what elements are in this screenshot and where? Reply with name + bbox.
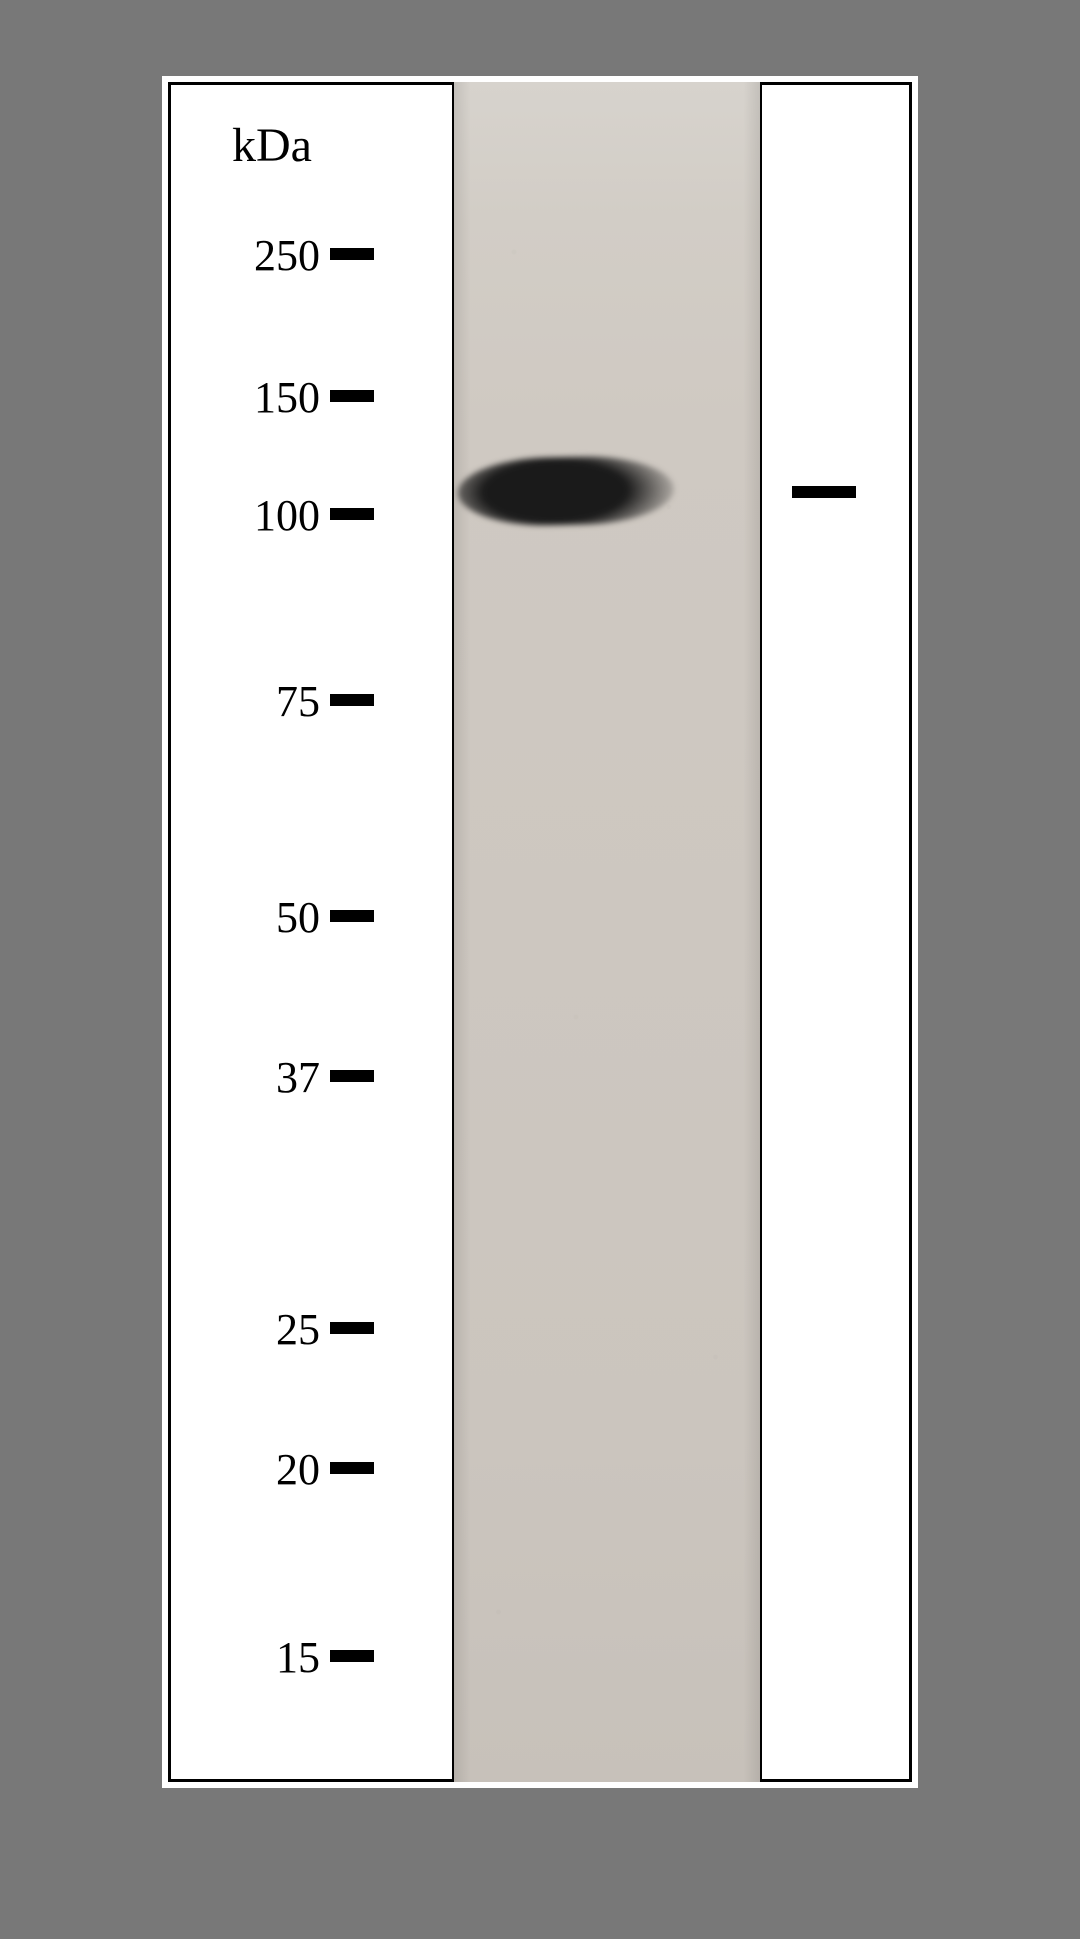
unit-label: kDa xyxy=(232,118,312,173)
mw-tick-25 xyxy=(330,1322,374,1334)
mw-tick-75 xyxy=(330,694,374,706)
mw-tick-20 xyxy=(330,1462,374,1474)
lane-noise xyxy=(452,82,762,1782)
mw-label-150: 150 xyxy=(162,372,320,423)
mw-label-20: 20 xyxy=(162,1444,320,1495)
blot-lane xyxy=(452,82,762,1782)
mw-label-15: 15 xyxy=(162,1632,320,1683)
mw-label-50: 50 xyxy=(162,892,320,943)
band-indicator-tick xyxy=(792,486,856,498)
mw-tick-150 xyxy=(330,390,374,402)
mw-tick-15 xyxy=(330,1650,374,1662)
mw-tick-250 xyxy=(330,248,374,260)
mw-tick-37 xyxy=(330,1070,374,1082)
mw-label-100: 100 xyxy=(162,490,320,541)
western-blot-figure: kDa 250 150 100 75 50 37 25 20 15 xyxy=(162,76,918,1788)
mw-tick-100 xyxy=(330,508,374,520)
mw-tick-50 xyxy=(330,910,374,922)
mw-label-75: 75 xyxy=(162,676,320,727)
mw-label-250: 250 xyxy=(162,230,320,281)
mw-label-37: 37 xyxy=(162,1052,320,1103)
mw-label-25: 25 xyxy=(162,1304,320,1355)
